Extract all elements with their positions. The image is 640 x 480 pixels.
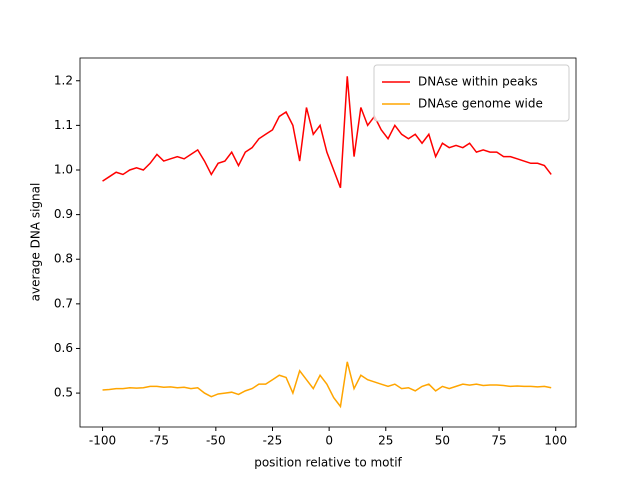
y-tick-label: 0.7	[54, 296, 73, 310]
legend-box	[373, 64, 570, 122]
y-tick-label: 0.8	[54, 252, 73, 266]
y-tick-label: 0.6	[54, 341, 73, 355]
x-tick-label: 25	[378, 434, 393, 448]
x-tick-label: 100	[544, 434, 567, 448]
x-tick-label: 50	[435, 434, 450, 448]
y-axis-label: average DNA signal	[29, 183, 43, 302]
data-line	[102, 361, 552, 409]
data-line	[102, 76, 552, 189]
y-tick-label: 1.0	[54, 162, 73, 176]
legend-label: DNAse within peaks	[418, 75, 538, 89]
x-tick-label: -75	[149, 434, 169, 448]
y-tick-label: 0.9	[54, 207, 73, 221]
x-tick-label: 0	[325, 434, 333, 448]
x-tick-label: -50	[206, 434, 226, 448]
x-tick-label: -100	[89, 434, 116, 448]
legend-label: DNAse genome wide	[418, 97, 543, 111]
x-tick-label: -25	[263, 434, 283, 448]
y-tick-label: 1.1	[54, 118, 73, 132]
x-axis-label: position relative to motif	[254, 456, 402, 470]
plot-frame	[79, 57, 577, 428]
x-tick-label: 75	[491, 434, 506, 448]
y-tick-label: 0.5	[54, 386, 73, 400]
y-tick-label: 1.2	[54, 73, 73, 87]
